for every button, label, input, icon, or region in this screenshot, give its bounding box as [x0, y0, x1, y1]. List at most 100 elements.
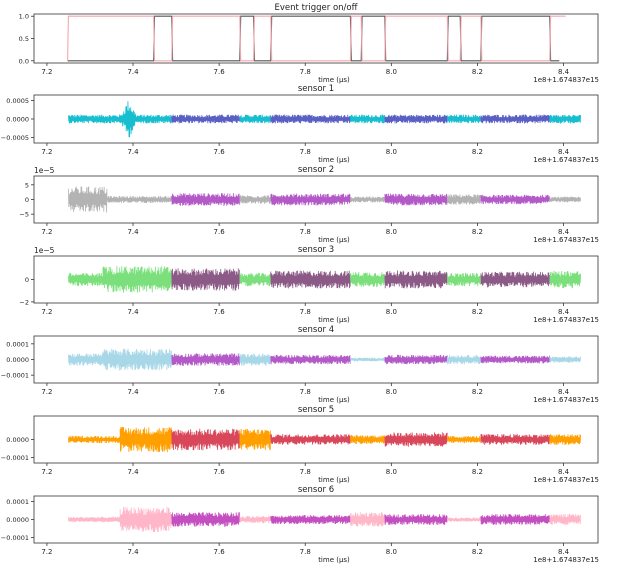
- event-trigger-ytick-label: 0.0: [19, 57, 29, 65]
- sensor-4-segment-6: [384, 354, 448, 365]
- sensor-5-segment-2: [171, 428, 241, 451]
- sensor-5-segment-1: [119, 426, 172, 453]
- sensor-3-segment-1: [102, 266, 172, 293]
- event-trigger-series-1: [67, 15, 566, 62]
- sensor-2-title: sensor 2: [298, 165, 334, 175]
- sensor-5-panel: sensor 5 7.2 7.4 7.6 7.8 8.0 8.2 8.4 0.0000 −0.00…: [1, 405, 599, 484]
- sensor-6-title: sensor 6: [298, 485, 334, 495]
- sensor-6-segment-4: [270, 515, 351, 525]
- sensor-4-segment-5: [350, 357, 386, 362]
- event-trigger-x-offset-label: 1e8+1.674837e15: [533, 76, 599, 84]
- sensor-2-y-scale-label: 1e−5: [34, 166, 55, 175]
- sensor-6-segment-8: [480, 514, 550, 525]
- sensor-2-segment-8: [480, 194, 550, 205]
- sensor-4-plot-area: [68, 348, 581, 371]
- sensor-5-segment-3: [239, 428, 271, 451]
- sensor-6-panel: sensor 6 7.2 7.4 7.6 7.8 8.0 8.2 8.4 0.0001 0.000…: [1, 485, 599, 564]
- event-trigger-plot-area: [67, 15, 566, 62]
- sensor-2-xtick-label: 7.8: [300, 228, 311, 236]
- sensor-3-xtick-label: 7.8: [300, 308, 311, 316]
- sensor-2-segment-7: [446, 194, 481, 205]
- event-trigger-xtick-label: 8.0: [386, 68, 397, 76]
- sensor-4-xtick-label: 7.4: [127, 388, 139, 396]
- sensor-1-ytick-label: 0.0000: [6, 116, 29, 124]
- event-trigger-frame: [33, 13, 599, 64]
- sensor-3-title: sensor 3: [298, 245, 334, 255]
- sensor-4-panel: sensor 4 7.2 7.4 7.6 7.8 8.0 8.2 8.4 0.0001 0.000…: [1, 325, 599, 404]
- sensor-6-segment-1: [119, 506, 172, 533]
- sensor-6-ytick-label: −0.0001: [1, 534, 29, 542]
- sensor-2-xlabel: time (μs): [318, 236, 350, 244]
- sensor-1-plot-area: [68, 101, 581, 138]
- sensor-1-segment-7: [480, 114, 550, 124]
- sensor-4-xtick-label: 7.8: [300, 388, 311, 396]
- sensor-3-x-offset-label: 1e8+1.674837e15: [533, 316, 599, 324]
- sensor-6-plot-area: [68, 506, 581, 533]
- sensor-2-xtick-label: 7.2: [41, 228, 52, 236]
- sensor-6-segment-3: [239, 515, 271, 524]
- sensor-4-ytick-label: −0.0001: [1, 372, 29, 380]
- sensor-5-segment-5: [350, 435, 386, 445]
- sensor-4-segment-0: [68, 353, 104, 366]
- sensor-5-plot-area: [68, 426, 581, 453]
- sensor-3-xtick-label: 8.2: [472, 308, 483, 316]
- sensor-3-segment-5: [350, 271, 386, 288]
- sensor-2-segment-5: [350, 196, 386, 203]
- sensor-3-segment-4: [270, 270, 351, 289]
- sensor-1-xtick-label: 7.4: [127, 148, 139, 156]
- sensor-6-xtick-label: 8.0: [386, 548, 397, 556]
- sensor-6-segment-0: [68, 516, 121, 523]
- sensor-1-xtick-label: 8.2: [472, 148, 483, 156]
- sensor-2-segment-1: [106, 195, 172, 203]
- sensor-3-segment-8: [480, 271, 550, 288]
- sensor-2-ytick-label: −5: [19, 211, 29, 219]
- sensor-3-plot-area: [68, 266, 581, 293]
- sensor-4-ytick-label: 0.0000: [6, 356, 29, 364]
- sensor-5-xtick-label: 8.2: [472, 468, 483, 476]
- sensor-2-xtick-label: 8.2: [472, 228, 483, 236]
- event-trigger-xtick-label: 7.6: [214, 68, 226, 76]
- sensor-5-xlabel: time (μs): [318, 476, 350, 484]
- sensor-2-segment-4: [270, 193, 351, 206]
- event-trigger-xtick-label: 8.2: [472, 68, 483, 76]
- event-trigger-xtick-label: 7.2: [41, 68, 52, 76]
- sensor-2-xtick-label: 8.0: [386, 228, 397, 236]
- sensor-1-segment-1: [171, 114, 241, 124]
- event-trigger-title: Event trigger on/off: [275, 3, 359, 13]
- sensor-4-x-offset-label: 1e8+1.674837e15: [533, 396, 599, 404]
- sensor-6-segment-2: [171, 512, 241, 527]
- sensor-3-xtick-label: 8.4: [558, 308, 570, 316]
- sensor-1-xtick-label: 8.4: [558, 148, 570, 156]
- sensor-2-segment-0: [68, 186, 108, 213]
- sensor-5-x-offset-label: 1e8+1.674837e15: [533, 476, 599, 484]
- sensor-1-segment-4: [350, 114, 386, 124]
- sensor-6-xtick-label: 7.8: [300, 548, 311, 556]
- sensor-6-xtick-label: 8.2: [472, 548, 483, 556]
- sensor-6-xtick-label: 7.4: [127, 548, 139, 556]
- event-trigger-ytick-label: 0.5: [19, 35, 29, 43]
- sensor-1-segment-0: [68, 101, 173, 138]
- sensor-1-xtick-label: 7.8: [300, 148, 311, 156]
- sensor-1-segment-5: [384, 114, 448, 124]
- sensor-2-segment-3: [239, 195, 271, 204]
- sensor-2-segment-2: [171, 193, 241, 206]
- sensor-6-segment-9: [549, 514, 581, 525]
- sensor-1-panel: sensor 1 7.2 7.4 7.6 7.8 8.0 8.2 8.4 0.0005 0.000…: [1, 84, 599, 164]
- sensor-6-segment-7: [446, 517, 481, 522]
- sensor-6-x-offset-label: 1e8+1.674837e15: [533, 556, 599, 564]
- sensor-5-segment-8: [480, 434, 550, 445]
- sensor-1-segment-3: [270, 114, 351, 124]
- event-trigger-xtick-label: 8.4: [558, 68, 570, 76]
- sensor-2-x-offset-label: 1e8+1.674837e15: [533, 236, 599, 244]
- sensor-6-xtick-label: 7.2: [41, 548, 52, 556]
- sensor-2-xtick-label: 7.6: [214, 228, 226, 236]
- sensor-1-segment-6: [446, 114, 481, 124]
- sensor-4-xtick-label: 7.2: [41, 388, 52, 396]
- event-trigger-xlabel: time (μs): [318, 76, 350, 84]
- sensor-1-segment-2: [239, 114, 271, 124]
- sensor-6-xlabel: time (μs): [318, 556, 350, 564]
- sensor-4-ytick-label: 0.0001: [6, 340, 29, 348]
- sensor-3-ytick-label: −2: [19, 298, 29, 306]
- sensor-1-segment-8: [549, 114, 581, 124]
